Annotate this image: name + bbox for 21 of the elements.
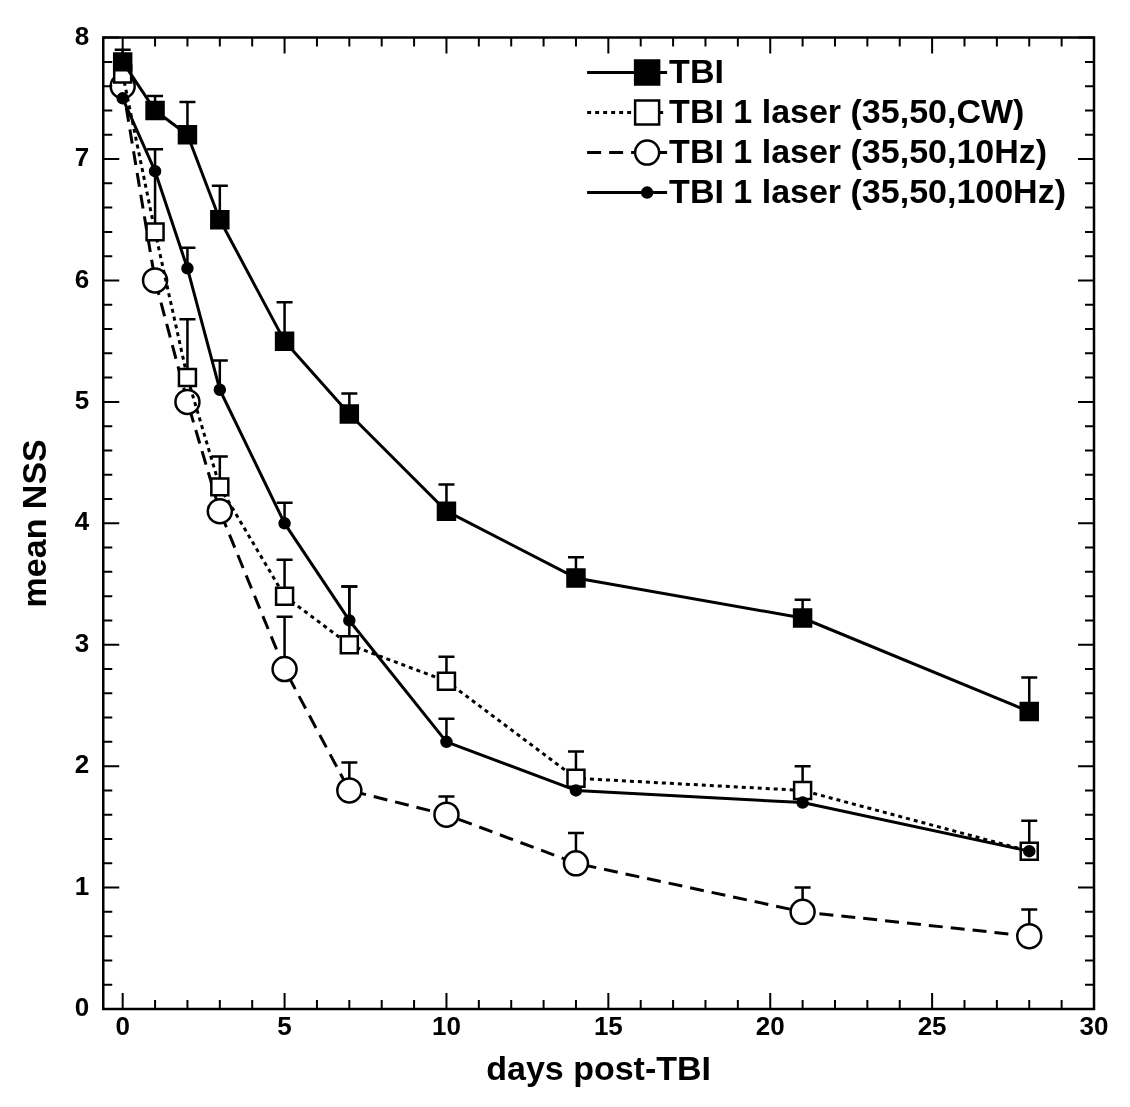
legend-label: TBI 1 laser (35,50,CW) — [669, 91, 1025, 130]
y-tick-label: 1 — [74, 870, 90, 901]
x-tick-label: 25 — [917, 1010, 947, 1041]
x-tick-label: 10 — [432, 1010, 461, 1041]
y-tick-label: 4 — [74, 506, 90, 537]
x-axis-title: days post-TBI — [486, 1048, 712, 1087]
y-tick-label: 6 — [74, 263, 90, 294]
legend-label: TBI — [669, 51, 724, 90]
legend-label: TBI 1 laser (35,50,10Hz) — [669, 131, 1048, 170]
x-tick-label: 15 — [593, 1010, 623, 1041]
y-tick-label: 8 — [74, 20, 90, 51]
y-tick-label: 5 — [74, 385, 90, 416]
legend-label: TBI 1 laser (35,50,100Hz) — [669, 171, 1067, 210]
x-tick-label: 5 — [277, 1010, 292, 1041]
y-axis-title: mean NSS — [14, 439, 53, 608]
y-tick-label: 3 — [74, 627, 90, 658]
y-tick-label: 7 — [74, 142, 90, 173]
x-tick-label: 20 — [755, 1010, 785, 1041]
x-tick-label: 0 — [115, 1010, 130, 1041]
y-tick-label: 2 — [74, 749, 90, 780]
x-tick-label: 30 — [1079, 1010, 1109, 1041]
